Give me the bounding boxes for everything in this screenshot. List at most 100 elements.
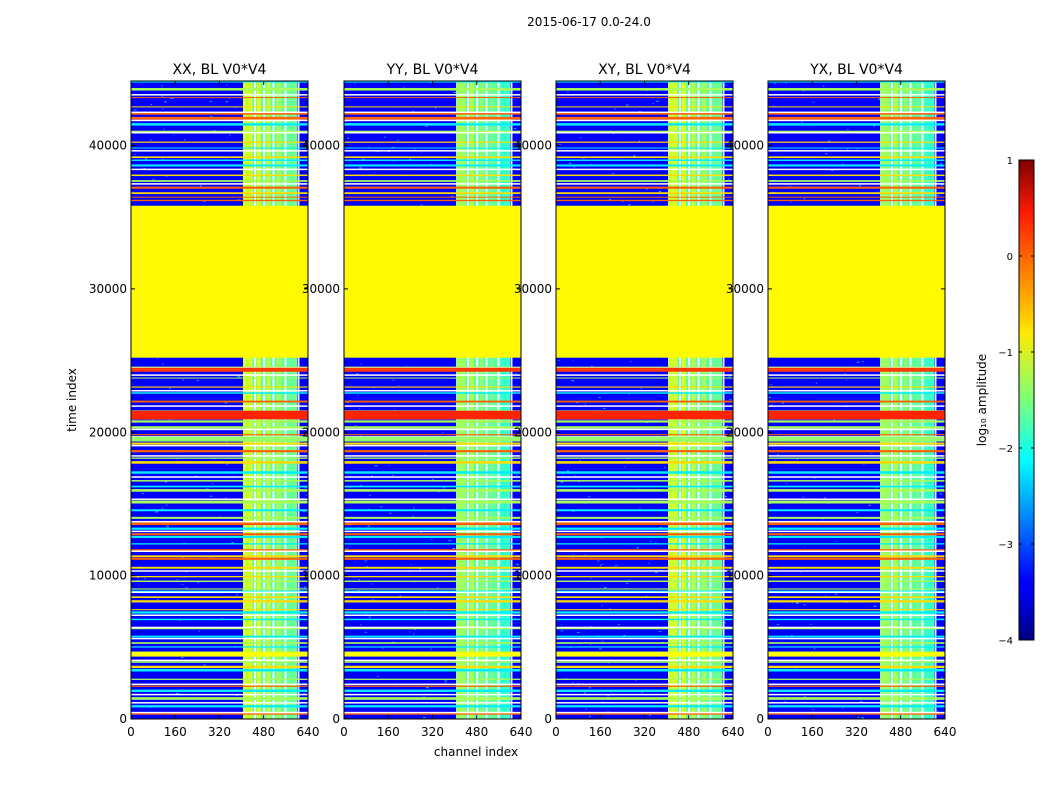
time-stripe <box>768 588 945 590</box>
heatmap-speckle <box>936 114 939 116</box>
heatmap-speckle <box>558 144 562 146</box>
time-stripe <box>768 400 945 403</box>
heatmap-speckle <box>875 487 878 489</box>
heatmap-speckle <box>169 388 171 390</box>
heatmap-speckle <box>359 167 363 169</box>
blank-row <box>556 498 733 501</box>
heatmap-speckle <box>579 460 581 462</box>
blank-row <box>768 498 945 501</box>
blank-row <box>556 520 733 523</box>
time-stripe <box>768 535 945 539</box>
heatmap-speckle <box>413 507 415 509</box>
blank-row <box>556 183 733 185</box>
blank-row <box>768 702 945 704</box>
heatmap-speckle <box>360 624 362 626</box>
heatmap-speckle <box>823 497 827 499</box>
rfi-gap-line <box>722 81 725 719</box>
heatmap-speckle <box>303 586 307 588</box>
blank-row <box>768 626 945 629</box>
heatmap-speckle <box>209 101 213 103</box>
y-tick-label: 0 <box>544 712 552 726</box>
heatmap-speckle <box>360 363 362 365</box>
heatmap-speckle <box>436 586 439 588</box>
heatmap-speckle <box>725 608 728 610</box>
heatmap-speckle <box>599 565 602 567</box>
blank-row <box>131 405 308 407</box>
x-tick-label: 640 <box>934 725 957 739</box>
heatmap-speckle <box>725 84 728 86</box>
heatmap-speckle <box>562 473 564 475</box>
y-tick-label: 20000 <box>514 425 552 439</box>
time-stripe <box>131 509 308 512</box>
rfi-gap-line <box>679 81 682 719</box>
heatmap-speckle <box>302 682 306 684</box>
rfi-column <box>266 81 271 719</box>
heatmap-speckle <box>422 696 426 698</box>
heatmap-panel-0: XX, BL V0*V4 0 160 320 480 640 0 10000 20000 3000… <box>89 62 320 739</box>
time-stripe <box>768 366 945 368</box>
time-stripe <box>768 97 945 99</box>
heatmap-speckle <box>364 631 367 633</box>
heatmap-speckle <box>723 622 727 624</box>
time-stripe <box>556 116 733 120</box>
time-stripe <box>131 576 308 578</box>
blank-row <box>131 94 308 96</box>
time-stripe <box>556 627 733 630</box>
blank-row <box>556 119 733 122</box>
heatmap-speckle <box>369 494 371 496</box>
heatmap-speckle <box>397 139 400 141</box>
time-stripe <box>556 705 733 708</box>
blank-row <box>131 444 308 447</box>
time-stripe <box>768 590 945 593</box>
heatmap-speckle <box>847 148 849 150</box>
heatmap-speckle <box>936 195 940 197</box>
colorbar-tick-label: 1 <box>1007 156 1013 167</box>
time-stripe <box>131 400 308 403</box>
blank-row <box>556 702 733 704</box>
time-stripe <box>131 566 308 569</box>
heatmap-speckle <box>768 396 771 398</box>
time-stripe <box>344 186 521 189</box>
time-stripe <box>131 697 308 700</box>
blank-row <box>344 693 521 696</box>
heatmap-speckle <box>822 519 824 521</box>
time-stripe <box>131 500 308 504</box>
time-stripe <box>556 461 733 464</box>
x-tick-label: 320 <box>845 725 868 739</box>
y-tick-label: 20000 <box>89 425 127 439</box>
heatmap-speckle <box>571 380 575 382</box>
time-stripe <box>131 97 308 99</box>
heatmap-speckle <box>601 701 604 703</box>
heatmap-speckle <box>856 361 860 363</box>
time-stripe <box>344 164 521 167</box>
time-stripe <box>344 442 521 445</box>
heatmap-speckle <box>362 158 365 160</box>
heatmap-speckle <box>811 708 815 710</box>
time-stripe <box>556 665 733 669</box>
heatmap-speckle <box>932 104 936 106</box>
time-stripe <box>131 609 308 611</box>
x-tick-label: 160 <box>801 725 824 739</box>
time-stripe <box>768 420 945 423</box>
strong-stripe <box>344 651 521 657</box>
time-stripe <box>556 112 733 115</box>
heatmap-speckle <box>600 537 604 539</box>
time-stripe <box>344 156 521 159</box>
time-stripe <box>344 590 521 593</box>
time-stripe <box>768 689 945 692</box>
heatmap-speckle <box>601 605 603 607</box>
heatmap-speckle <box>939 493 942 495</box>
heatmap-speckle <box>584 403 587 405</box>
heatmap-speckle <box>589 644 592 646</box>
blank-row <box>131 168 308 171</box>
heatmap-speckle <box>430 648 433 650</box>
time-stripe <box>344 689 521 692</box>
time-stripe <box>556 516 733 519</box>
time-stripe <box>556 377 733 379</box>
heatmap-speckle <box>382 647 384 649</box>
time-stripe <box>131 471 308 474</box>
time-stripe <box>556 590 733 593</box>
heatmap-speckle <box>364 560 368 562</box>
heatmap-speckle <box>367 525 371 527</box>
heatmap-speckle <box>237 376 241 378</box>
